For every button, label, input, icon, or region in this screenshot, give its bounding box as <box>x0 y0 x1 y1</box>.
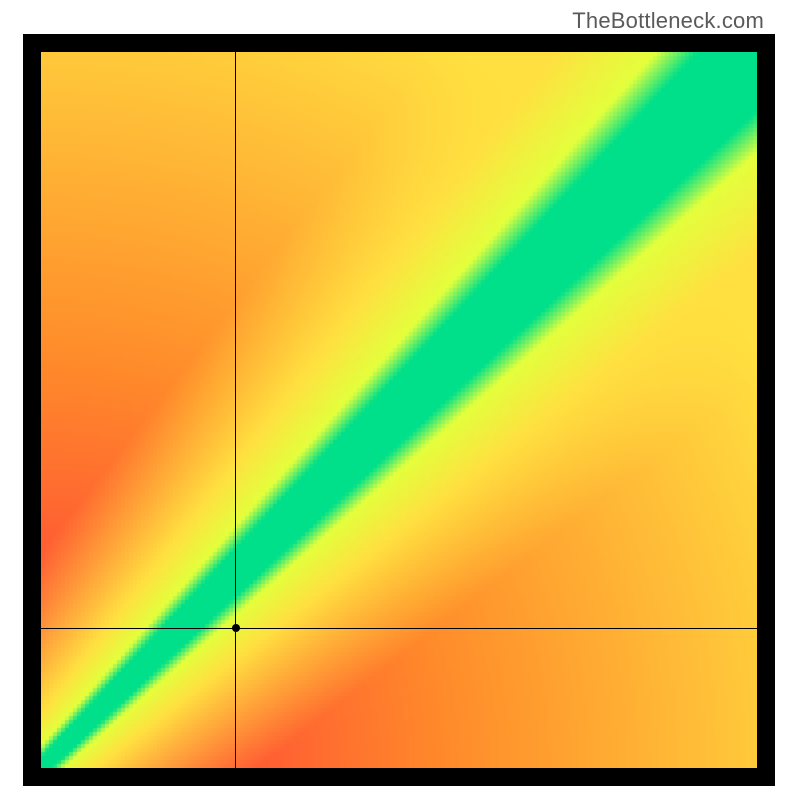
crosshair-vertical <box>235 52 236 768</box>
watermark-text: TheBottleneck.com <box>572 8 764 34</box>
heatmap-canvas <box>41 52 757 768</box>
crosshair-horizontal <box>41 628 757 629</box>
plot-area <box>41 52 757 768</box>
figure-root: TheBottleneck.com <box>0 0 800 800</box>
